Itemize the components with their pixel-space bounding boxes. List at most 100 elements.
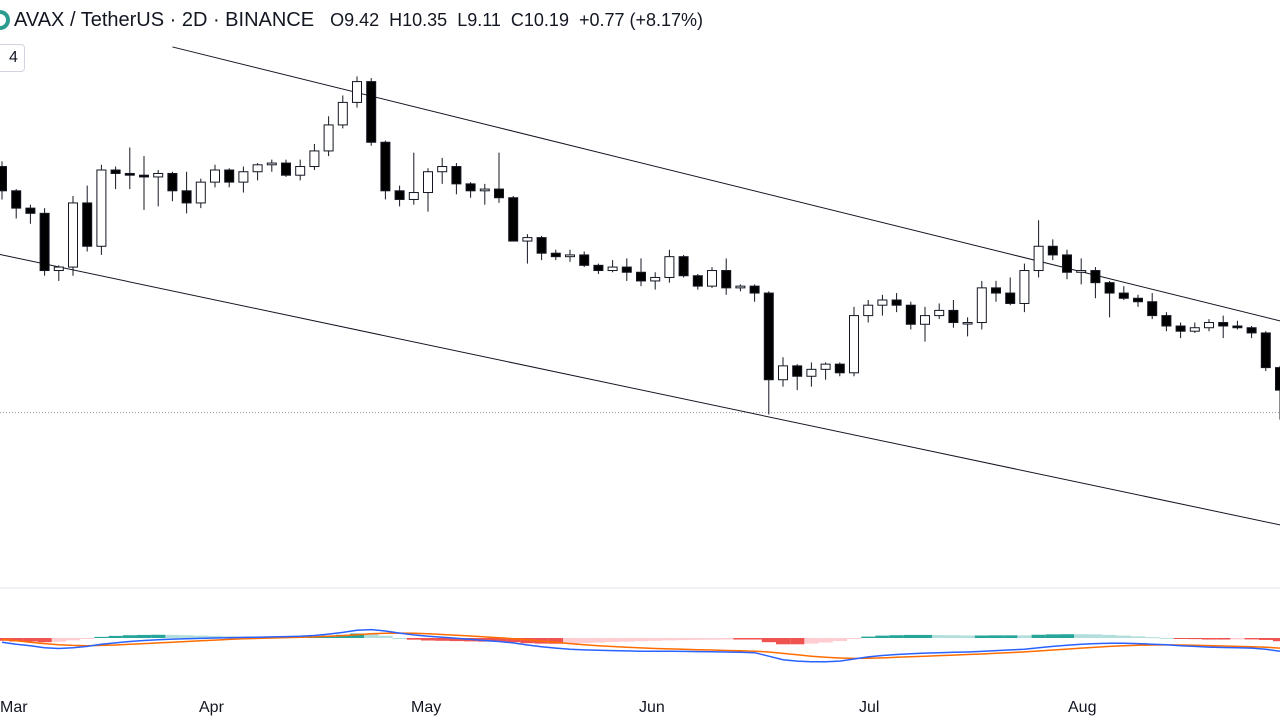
candle[interactable] — [167, 171, 178, 202]
candle[interactable] — [863, 300, 874, 323]
indicators-toggle-button[interactable]: 4 — [0, 44, 25, 72]
candle[interactable] — [650, 272, 661, 290]
candle[interactable] — [948, 300, 959, 328]
candle[interactable] — [68, 196, 78, 276]
time-axis[interactable]: Mar Apr May Jun Jul Aug — [0, 699, 1096, 716]
candle[interactable] — [39, 208, 50, 276]
candle[interactable] — [1204, 319, 1214, 332]
candle[interactable] — [1189, 322, 1200, 333]
candle[interactable] — [905, 301, 916, 330]
candlestick-series[interactable] — [0, 76, 1280, 435]
candle[interactable] — [465, 182, 476, 198]
candle[interactable] — [565, 249, 575, 262]
candle[interactable] — [352, 76, 362, 108]
candle[interactable] — [479, 183, 490, 205]
candle[interactable] — [423, 168, 433, 212]
candle[interactable] — [962, 317, 973, 337]
candle[interactable] — [1218, 315, 1229, 339]
candle[interactable] — [664, 249, 675, 283]
candle[interactable] — [494, 152, 504, 203]
candle[interactable] — [1104, 280, 1115, 318]
candle[interactable] — [224, 168, 235, 188]
candle[interactable] — [820, 362, 831, 380]
candle[interactable] — [252, 163, 263, 181]
candle[interactable] — [195, 178, 206, 209]
candle[interactable] — [380, 140, 391, 200]
candle[interactable] — [934, 303, 945, 320]
candle[interactable] — [181, 171, 192, 214]
candle[interactable] — [1076, 258, 1087, 285]
candle[interactable] — [0, 161, 7, 200]
candle[interactable] — [1118, 286, 1129, 300]
candle[interactable] — [408, 152, 419, 205]
candle[interactable] — [1147, 293, 1158, 320]
candle[interactable] — [96, 164, 107, 255]
candle[interactable] — [607, 260, 618, 273]
candle[interactable] — [721, 258, 732, 295]
macd-histogram-bar — [122, 635, 137, 638]
candle[interactable] — [1019, 263, 1030, 313]
candle[interactable] — [1260, 331, 1271, 372]
candle[interactable] — [451, 163, 462, 195]
candle[interactable] — [550, 249, 561, 261]
candle[interactable] — [707, 267, 717, 288]
candle[interactable] — [536, 235, 547, 261]
candle[interactable] — [281, 159, 291, 177]
candle[interactable] — [735, 284, 746, 292]
candle[interactable] — [323, 116, 334, 157]
candle[interactable] — [522, 234, 533, 264]
candle[interactable] — [806, 362, 817, 387]
macd-histogram-bar — [66, 638, 81, 641]
candle[interactable] — [692, 274, 703, 290]
candle[interactable] — [1175, 322, 1186, 339]
candle[interactable] — [636, 258, 646, 287]
symbol-legend[interactable]: AVAX / TetherUS · 2D · BINANCE O9.42 H10… — [0, 6, 703, 34]
candle[interactable] — [238, 166, 249, 193]
candle[interactable] — [891, 293, 902, 313]
candle[interactable] — [82, 185, 93, 252]
candle[interactable] — [1005, 277, 1016, 306]
candle[interactable] — [1033, 220, 1044, 278]
candle[interactable] — [976, 280, 987, 330]
candle[interactable] — [1133, 294, 1143, 307]
candle[interactable] — [877, 294, 888, 316]
candle[interactable] — [1232, 320, 1243, 330]
candle[interactable] — [394, 185, 405, 207]
candle[interactable] — [849, 306, 859, 377]
candle[interactable] — [920, 306, 930, 342]
candle[interactable] — [1062, 249, 1072, 280]
candle[interactable] — [266, 159, 277, 172]
candle[interactable] — [210, 164, 220, 188]
macd-indicator-pane[interactable] — [0, 628, 1280, 663]
candle[interactable] — [295, 159, 306, 181]
candle[interactable] — [110, 166, 121, 190]
candle[interactable] — [1161, 312, 1172, 332]
candle[interactable] — [1246, 326, 1257, 339]
candle[interactable] — [991, 280, 1001, 302]
candle[interactable] — [437, 157, 448, 184]
candle[interactable] — [25, 204, 36, 224]
candle[interactable] — [508, 196, 519, 242]
candle[interactable] — [124, 147, 135, 190]
candle[interactable] — [834, 362, 845, 377]
candle[interactable] — [337, 95, 348, 129]
candle[interactable] — [153, 170, 164, 207]
candle[interactable] — [1090, 267, 1101, 299]
candle[interactable] — [778, 357, 788, 387]
candle[interactable] — [678, 254, 689, 278]
candle[interactable] — [763, 291, 774, 415]
candle[interactable] — [139, 156, 149, 210]
candle[interactable] — [11, 189, 22, 219]
candle[interactable] — [579, 251, 590, 268]
candle[interactable] — [593, 263, 604, 274]
candle[interactable] — [309, 144, 320, 170]
candle-body-up — [735, 285, 746, 289]
candle[interactable] — [366, 78, 377, 146]
candle[interactable] — [1047, 239, 1058, 261]
candle[interactable] — [749, 284, 760, 302]
candle[interactable] — [621, 258, 632, 281]
candle[interactable] — [792, 364, 803, 391]
candle[interactable] — [1275, 365, 1280, 420]
candle[interactable] — [53, 265, 64, 281]
